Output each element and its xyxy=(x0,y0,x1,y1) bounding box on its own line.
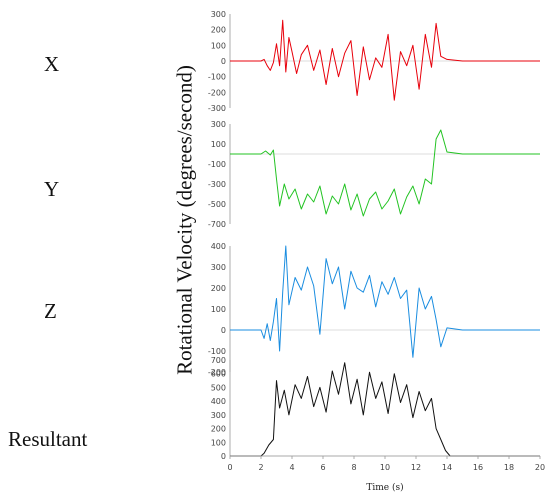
y-tick-label-y: 100 xyxy=(211,140,226,149)
x-tick-label: 14 xyxy=(442,463,452,472)
y-tick-label-z: 100 xyxy=(211,305,226,314)
x-tick-label: 6 xyxy=(320,463,325,472)
y-tick-label-z: 300 xyxy=(211,263,226,272)
x-tick-label: 10 xyxy=(380,463,390,472)
x-tick-label: 16 xyxy=(473,463,483,472)
y-tick-label-z: 400 xyxy=(211,242,226,251)
y-tick-label-resultant: 400 xyxy=(211,397,226,406)
series-line-x xyxy=(230,19,540,101)
y-tick-label-x: -200 xyxy=(208,88,226,97)
x-tick-label: 12 xyxy=(411,463,421,472)
y-tick-label-x: 200 xyxy=(211,26,226,35)
y-tick-label-resultant: 300 xyxy=(211,411,226,420)
x-tick-label: 18 xyxy=(504,463,514,472)
y-tick-label-resultant: 0 xyxy=(221,452,226,461)
series-line-z xyxy=(230,245,540,358)
y-tick-label-x: -300 xyxy=(208,104,226,113)
x-tick-label: 0 xyxy=(227,463,232,472)
row-label-y: Y xyxy=(44,177,60,201)
x-tick-label: 4 xyxy=(289,463,294,472)
y-tick-label-resultant: 600 xyxy=(211,370,226,379)
y-tick-label-y: -500 xyxy=(208,200,226,209)
row-label-z: Z xyxy=(44,299,57,323)
row-label-x: X xyxy=(44,52,60,76)
series-line-y xyxy=(230,129,540,217)
y-tick-label-resultant: 700 xyxy=(211,356,226,365)
y-tick-label-x: 100 xyxy=(211,41,226,50)
x-tick-label: 2 xyxy=(258,463,263,472)
x-tick-label: 8 xyxy=(351,463,356,472)
x-tick-label: 20 xyxy=(535,463,545,472)
y-tick-label-y: -700 xyxy=(208,220,226,229)
x-axis-title: Time (s) xyxy=(366,482,403,493)
y-tick-label-y: -100 xyxy=(208,160,226,169)
y-tick-label-z: 200 xyxy=(211,284,226,293)
y-tick-label-y: 300 xyxy=(211,120,226,129)
y-tick-label-z: -200 xyxy=(208,368,226,377)
y-tick-label-z: -100 xyxy=(208,347,226,356)
y-tick-label-y: -300 xyxy=(208,180,226,189)
y-tick-label-x: -100 xyxy=(208,73,226,82)
y-tick-label-resultant: 200 xyxy=(211,425,226,434)
y-tick-label-resultant: 100 xyxy=(211,438,226,447)
row-label-resultant: Resultant xyxy=(8,427,88,451)
y-tick-label-x: 0 xyxy=(221,57,226,66)
y-tick-label-resultant: 500 xyxy=(211,383,226,392)
y-tick-label-x: 300 xyxy=(211,10,226,19)
y-tick-label-z: 0 xyxy=(221,326,226,335)
series-line-resultant xyxy=(230,362,540,457)
